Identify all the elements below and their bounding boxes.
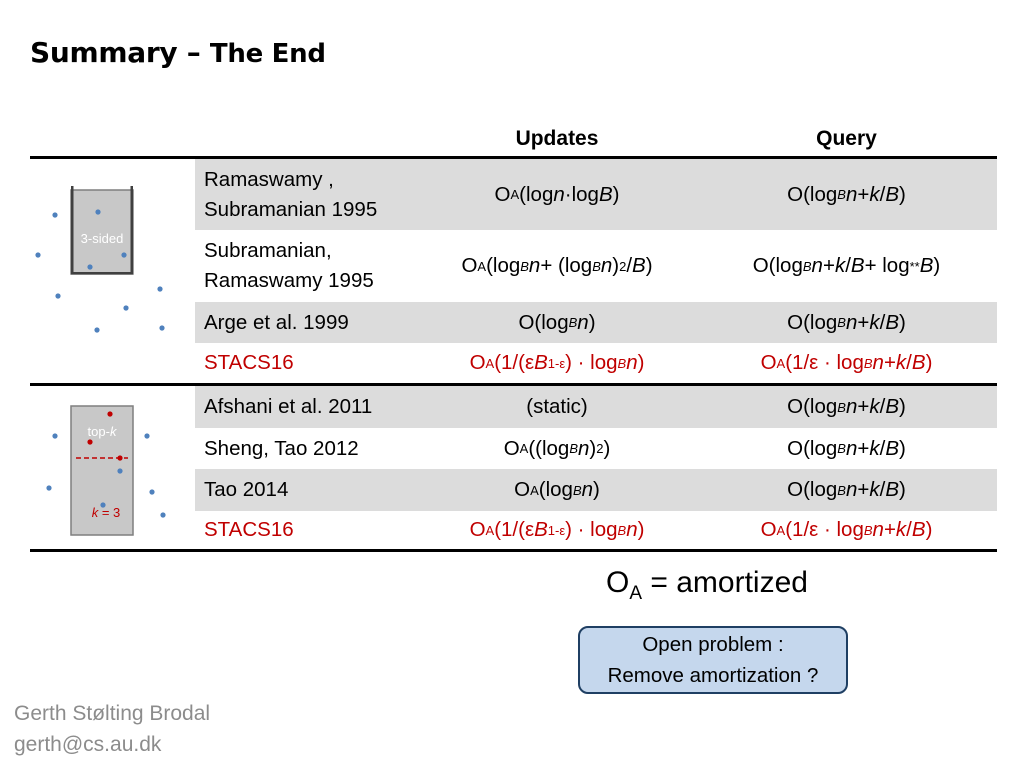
point — [149, 489, 155, 495]
reference-line: Subramanian 1995 — [204, 197, 378, 221]
reference-cell: STACS16 — [204, 343, 418, 383]
reference-line: Sheng, Tao 2012 — [204, 436, 359, 460]
reference-cell: Afshani et al. 2011 — [204, 386, 418, 428]
query-bound-cell: O A (1/ε · log B n + k / B) — [760, 518, 933, 541]
table-top-rule — [30, 156, 997, 159]
reference-line: STACS16 — [204, 518, 294, 541]
reference-cell: Sheng, Tao 2012 — [204, 428, 418, 469]
title-dash: – — [186, 36, 201, 69]
table-row: STACS16 O A (1/(ε B 1-ε) · log B n) O A (1/ε · l… — [195, 343, 997, 383]
point — [52, 433, 58, 439]
table-middle-rule — [30, 383, 997, 386]
point — [94, 327, 100, 333]
query-illustrations: 3-sided top-k k = 3 — [35, 186, 166, 536]
query-bound-cell: O(log B n + k / B + log ** B) — [752, 254, 941, 277]
updates-bound-cell: O A (log B n + (log B n) 2/B) — [461, 254, 653, 277]
reference-line: Tao 2014 — [204, 478, 289, 501]
point — [87, 264, 93, 270]
open-problem-line-2: Remove amortization ? — [607, 664, 819, 687]
table-row: STACS16 O A (1/(ε B 1-ε) · log B n) O A (1/ε · lo… — [195, 511, 997, 549]
reference-line: Arge et al. 1999 — [204, 310, 349, 334]
updates-bound-cell: O A ((log B n) 2) — [503, 436, 611, 460]
point — [52, 212, 58, 218]
point — [160, 512, 166, 518]
three-sided-right-edge — [130, 186, 133, 274]
point — [117, 468, 123, 474]
updates-bound-cell: O A (log n ·log B) — [494, 182, 620, 206]
query-bound-cell: O(log B n + k / B) — [787, 182, 906, 206]
top-k-query-box — [70, 405, 134, 536]
query-bound-cell: O(log B n + k / B) — [787, 395, 906, 418]
point — [46, 485, 52, 491]
title-summary: Summary — [30, 36, 178, 69]
point — [95, 209, 101, 215]
top-k-illustration: top-k k = 3 — [46, 405, 166, 536]
reference-line: Ramaswamy 1995 — [204, 269, 374, 292]
open-problem-line-1: Open problem : — [642, 633, 784, 656]
open-problem-box: Open problem : Remove amortization ? — [578, 626, 848, 694]
reference-line: STACS16 — [204, 351, 294, 374]
slide-title: Summary – The End — [30, 36, 326, 69]
three-sided-bottom-edge — [71, 272, 133, 275]
reference-line: Afshani et al. 2011 — [204, 395, 373, 418]
table-row: Afshani et al. 2011 (static) O(log B n + k /… — [195, 386, 997, 428]
point — [100, 502, 106, 508]
table-row: Ramaswamy , Subramanian 1995 O A (log n ·log … — [195, 159, 997, 230]
point — [123, 305, 129, 311]
table-row: Arge et al. 1999 O(log B n) O(log B n + k / B) — [195, 302, 997, 343]
reference-cell: Tao 2014 — [204, 469, 418, 511]
table-row: Tao 2014 O A (log B n) O(log B n + k / B) — [195, 469, 997, 511]
point — [144, 433, 150, 439]
query-bound-cell: O(log B n + k / B) — [787, 310, 906, 334]
amortized-note: OA = amortized — [606, 566, 808, 604]
top-point — [107, 411, 113, 417]
point — [35, 252, 41, 258]
query-bound-cell: O(log B n + k / B) — [787, 478, 906, 501]
table-row: Subramanian, Ramaswamy 1995 O A (log B n + (l… — [195, 230, 997, 302]
point — [159, 325, 165, 331]
three-sided-left-edge — [71, 186, 74, 274]
reference-cell: STACS16 — [204, 511, 418, 549]
updates-column-header: Updates — [515, 127, 599, 150]
reference-cell: Ramaswamy , Subramanian 1995 — [204, 159, 418, 230]
table-row: Sheng, Tao 2012 O A ((log B n) 2) O(log B n + k… — [195, 428, 997, 469]
updates-bound-cell: (static) — [526, 395, 588, 418]
point — [157, 286, 163, 292]
top-k-label: top-k — [88, 424, 118, 439]
three-sided-illustration: 3-sided — [35, 186, 165, 333]
updates-bound-cell: O A (log B n) — [514, 478, 600, 501]
point — [121, 252, 127, 258]
updates-bound-cell: O A (1/(ε B 1-ε) · log B n) — [469, 518, 645, 541]
table-bottom-rule — [30, 549, 997, 552]
three-sided-label: 3-sided — [81, 231, 124, 246]
author-footer: Gerth Stølting Brodal gerth@cs.au.dk — [14, 698, 210, 760]
author-name: Gerth Stølting Brodal — [14, 702, 211, 725]
updates-bound-cell: O(log B n) — [518, 310, 596, 334]
query-column-header: Query — [816, 127, 877, 150]
top-point — [117, 455, 123, 461]
k-equals-label: k = 3 — [92, 505, 121, 520]
title-the-end: The End — [209, 39, 326, 69]
point — [55, 293, 61, 299]
top-point — [87, 439, 93, 445]
updates-bound-cell: O A (1/(ε B 1-ε) · log B n) — [469, 351, 645, 374]
reference-line: Ramaswamy , — [204, 167, 334, 191]
author-email: gerth@cs.au.dk — [14, 733, 162, 756]
reference-cell: Arge et al. 1999 — [204, 302, 418, 343]
reference-line: Subramanian, — [204, 239, 332, 262]
reference-cell: Subramanian, Ramaswamy 1995 — [204, 230, 418, 302]
query-bound-cell: O(log B n + k / B) — [787, 436, 906, 460]
